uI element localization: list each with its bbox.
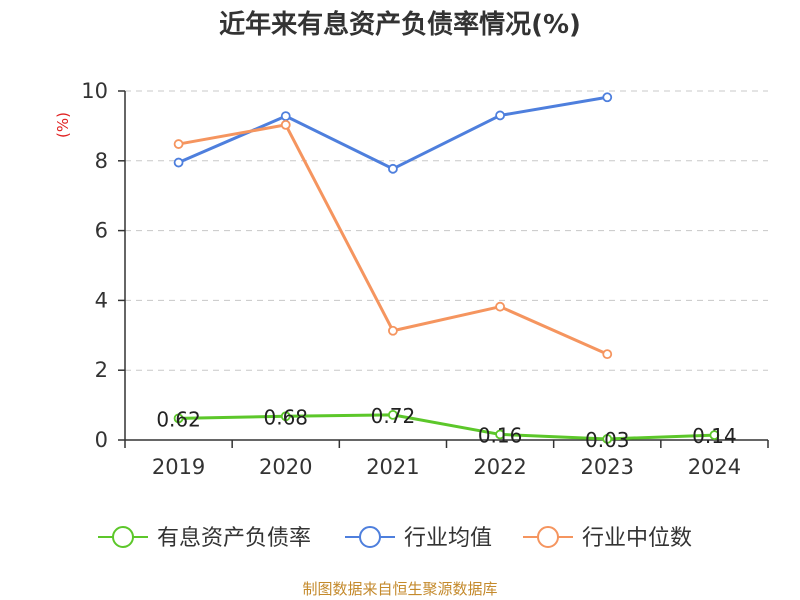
- data-source-note: 制图数据来自恒生聚源数据库: [302, 580, 498, 598]
- data-label: 0.16: [478, 423, 523, 447]
- y-axis-unit-label: (%): [54, 112, 72, 138]
- x-tick-label: 2019: [152, 455, 205, 479]
- data-point: [602, 434, 613, 444]
- data-point: [388, 409, 398, 420]
- legend-swatch-marker: [359, 526, 381, 548]
- data-point: [173, 157, 184, 168]
- x-tick-label: 2020: [259, 455, 312, 479]
- grid-lines: [125, 90, 768, 371]
- data-point: [173, 139, 184, 149]
- data-label: 0.03: [585, 428, 630, 452]
- data-point: [280, 111, 291, 122]
- data-point: [280, 119, 291, 130]
- x-tick-label: 2023: [581, 455, 634, 479]
- x-tick-label: 2022: [473, 455, 526, 479]
- legend-label: 有息资产负债率: [157, 526, 311, 551]
- data-label: 0.62: [156, 407, 201, 431]
- x-tick-label: 2024: [688, 455, 741, 479]
- y-tick-label: 0: [95, 428, 108, 452]
- series-lines: [173, 92, 720, 444]
- legend-label: 行业中位数: [582, 526, 692, 551]
- data-point: [280, 411, 291, 422]
- y-tick-label: 2: [95, 358, 108, 382]
- y-tick-label: 8: [95, 149, 108, 173]
- axes: 0 2 4 6 8 10 (%) 2019 2020 2021 2022 2023 2024: [54, 79, 769, 479]
- data-label: 0.14: [692, 424, 737, 448]
- series-line: [178, 123, 608, 356]
- legend: 有息资产负债率 行业均值 行业中位数: [98, 526, 692, 551]
- y-tick-label: 4: [95, 288, 108, 312]
- data-point: [602, 92, 613, 103]
- data-point: [709, 430, 720, 441]
- data-point: [388, 325, 398, 336]
- y-tick-label: 10: [81, 79, 108, 103]
- x-tick-label: 2021: [366, 455, 419, 479]
- legend-swatch-marker: [112, 526, 134, 548]
- data-label: 0.68: [263, 405, 308, 429]
- series-line: [178, 413, 715, 441]
- data-label: 0.72: [371, 404, 416, 428]
- data-labels: 0.62 0.68 0.72 0.16 0.03 0.14: [156, 404, 736, 452]
- data-point: [388, 163, 398, 174]
- legend-label: 行业均值: [404, 526, 492, 551]
- data-point: [495, 110, 505, 121]
- data-point: [495, 429, 505, 440]
- data-point: [602, 349, 613, 360]
- y-tick-label: 6: [95, 219, 108, 243]
- data-point: [173, 413, 184, 424]
- legend-swatch-marker: [537, 526, 559, 548]
- chart-title: 近年来有息资产负债率情况(%): [219, 10, 581, 40]
- data-point: [495, 301, 505, 312]
